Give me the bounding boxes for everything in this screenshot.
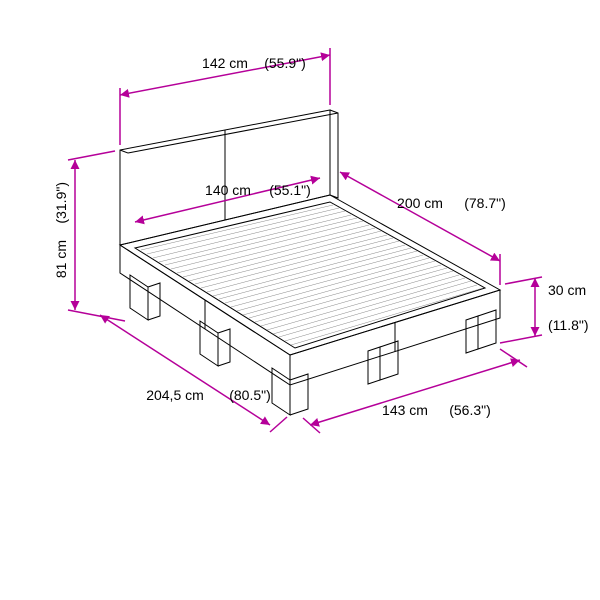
- label-platform-height-in: (11.8"): [548, 317, 589, 333]
- slats: [141, 205, 483, 345]
- label-mattress-width-in: (55.1"): [269, 182, 311, 198]
- label-overall-width-in: (56.3"): [449, 402, 491, 418]
- label-overall-length-in: (80.5"): [229, 387, 271, 403]
- dimension-diagram: 142 cm (55.9") 140 cm (55.1") 200 cm (78…: [0, 0, 600, 600]
- label-mattress-length: 200 cm: [397, 195, 443, 211]
- label-overall-height: 81 cm: [53, 240, 69, 278]
- label-overall-height-in: (31.9"): [53, 182, 69, 224]
- label-overall-length: 204,5 cm: [146, 387, 204, 403]
- label-overall-width: 143 cm: [382, 402, 428, 418]
- label-platform-height: 30 cm: [548, 282, 586, 298]
- label-headboard-width-in: (55.9"): [264, 55, 306, 71]
- label-headboard-width: 142 cm: [202, 55, 248, 71]
- label-mattress-width: 140 cm: [205, 182, 251, 198]
- label-mattress-length-in: (78.7"): [464, 195, 506, 211]
- bed-drawing: [120, 110, 500, 415]
